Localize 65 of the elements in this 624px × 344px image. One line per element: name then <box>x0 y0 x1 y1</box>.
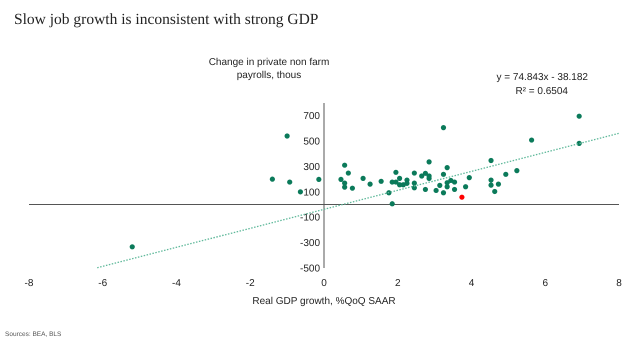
point <box>434 188 439 194</box>
x-tick-label: 8 <box>616 278 622 289</box>
point <box>488 182 494 188</box>
y-tick-label: -300 <box>300 238 320 250</box>
point <box>346 170 351 176</box>
y-tick-label: -100 <box>300 212 320 224</box>
y-tick-label: 700 <box>303 111 320 122</box>
point <box>488 177 494 183</box>
point <box>529 137 534 143</box>
point <box>342 162 348 168</box>
point <box>367 182 373 187</box>
point <box>412 180 417 186</box>
point <box>514 168 520 174</box>
point <box>412 170 417 176</box>
text: y = 74.843x - 38.182 <box>496 72 588 83</box>
point <box>287 179 292 185</box>
point <box>444 184 450 190</box>
point <box>492 188 498 194</box>
point <box>130 244 135 250</box>
point <box>440 125 446 130</box>
y-tick-label: -500 <box>300 264 320 274</box>
point <box>463 184 468 190</box>
point <box>270 176 275 182</box>
point <box>459 194 465 200</box>
point <box>422 170 428 176</box>
x-tick-label: -4 <box>172 278 182 289</box>
point <box>284 133 290 139</box>
point <box>440 190 446 196</box>
point <box>452 186 458 192</box>
y-tick-label: 100 <box>303 187 320 198</box>
point <box>444 165 450 170</box>
point <box>503 172 508 177</box>
point <box>419 173 424 179</box>
x-tick-label: 0 <box>321 278 328 289</box>
point <box>496 182 502 187</box>
point <box>440 172 446 177</box>
point <box>350 186 355 191</box>
y-axis-title: Change in private non farm payrolls, thous <box>208 56 330 82</box>
x-tick-label: 6 <box>542 278 548 289</box>
point <box>338 176 344 182</box>
point <box>437 182 442 188</box>
point <box>396 176 402 181</box>
x-tick-label: -6 <box>98 278 108 289</box>
text: R² = 0.6504 <box>515 86 568 97</box>
point <box>576 114 582 119</box>
point <box>393 170 399 175</box>
point <box>426 159 432 164</box>
chart-title: Slow job growth is inconsistent with strong GDP <box>14 11 318 28</box>
point <box>360 176 366 181</box>
point <box>452 179 458 185</box>
point <box>378 178 384 184</box>
x-tick-label: 4 <box>468 278 475 289</box>
point <box>298 189 303 194</box>
point <box>422 186 428 192</box>
x-tick-label: -2 <box>246 278 256 289</box>
point <box>488 158 494 164</box>
y-tick-label: 300 <box>303 162 320 173</box>
x-tick-label: 2 <box>394 278 401 289</box>
point <box>342 184 348 190</box>
point <box>390 201 395 206</box>
y-tick-label: 500 <box>303 136 320 148</box>
point <box>316 176 322 182</box>
point <box>466 175 472 180</box>
x-tick-label: -8 <box>24 278 34 289</box>
x-axis-title: Real GDP growth, %QoQ SAAR <box>252 296 396 307</box>
